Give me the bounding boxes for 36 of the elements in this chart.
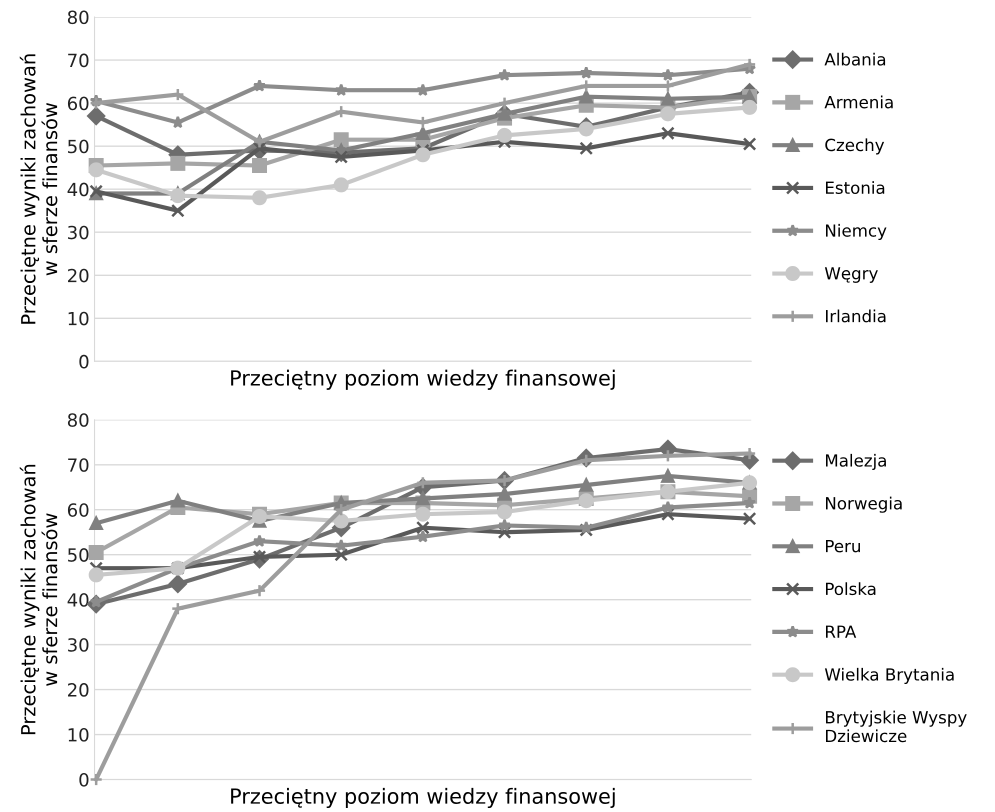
y-tick-label: 0 <box>79 354 88 368</box>
y-tick-label: 40 <box>68 593 88 607</box>
x-axis-title: Przeciętny poziom wiedzy finansowej <box>231 788 615 808</box>
legend-label: Niemcy <box>826 224 886 240</box>
legend-label: Albania <box>824 52 886 66</box>
y-tick-label: 10 <box>68 312 88 326</box>
legend-label: RPA <box>826 626 856 638</box>
legend-label: Estonia <box>826 181 884 194</box>
y-tick-label: 80 <box>68 413 88 427</box>
y-tick-label: 40 <box>68 182 88 196</box>
legend-label: Irlandia <box>826 310 886 322</box>
legend-label: Czechy <box>825 138 884 154</box>
y-tick-label: 30 <box>68 226 88 240</box>
x-axis-title: Przeciętny poziom wiedzy finansowej <box>231 370 615 390</box>
y-tick-label: 30 <box>68 638 88 652</box>
y-tick-label: 20 <box>68 683 88 697</box>
y-tick-label: 60 <box>68 96 88 110</box>
y-tick-label: 60 <box>68 503 88 517</box>
y-tick-label: 70 <box>68 458 88 472</box>
legend-label: Brytyjskie Wyspy Dziewicze <box>826 710 967 742</box>
y-tick-label: 50 <box>68 548 88 562</box>
y-tick-label: 70 <box>68 54 88 68</box>
y-tick-label: 0 <box>79 772 88 787</box>
legend-label: Peru <box>826 540 860 552</box>
y-tick-label: 10 <box>68 728 88 742</box>
y-tick-label: 50 <box>68 140 88 154</box>
legend-label: Norwegia <box>826 496 902 513</box>
legend-label: Wielka Brytania <box>824 668 954 684</box>
legend-label: Polska <box>826 582 876 596</box>
y-tick-label: 80 <box>68 10 88 24</box>
y-tick-label: 20 <box>68 268 88 282</box>
y-axis-title: Przeciętne wyniki zachowań w sferze finansów <box>20 464 58 734</box>
y-axis-title: Przeciętne wyniki zachowań w sferze finansów <box>20 54 58 324</box>
legend-label: Węgry <box>824 267 878 283</box>
legend-label: Armenia <box>824 96 893 108</box>
legend-label: Malezja <box>826 454 886 470</box>
